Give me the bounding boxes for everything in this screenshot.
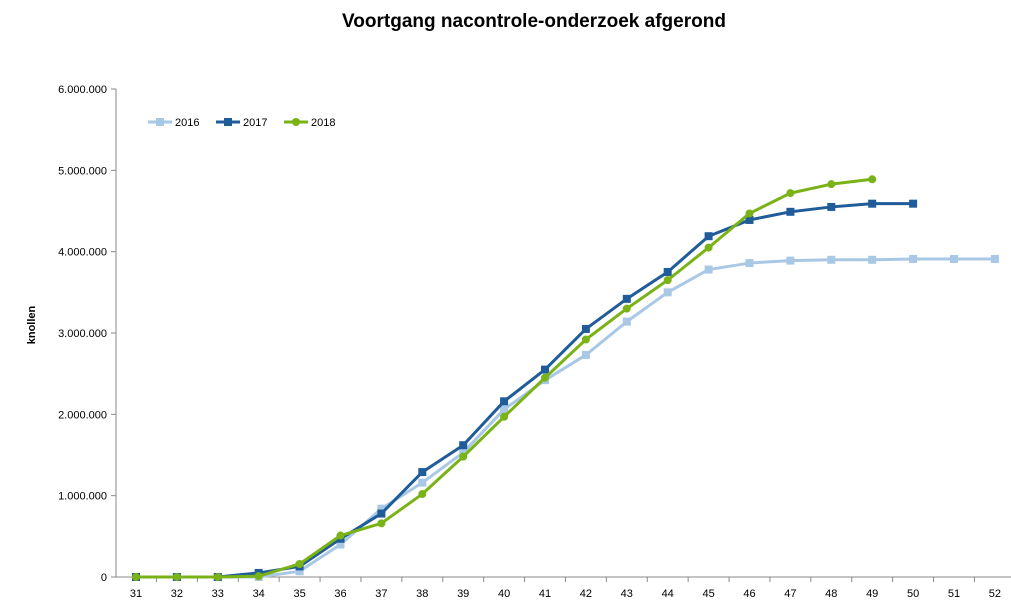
data-point — [500, 397, 509, 406]
x-tick-label: 38 — [416, 588, 428, 600]
x-tick-label: 50 — [907, 588, 919, 600]
x-tick-label: 37 — [375, 588, 387, 600]
data-point — [500, 412, 509, 421]
data-point — [786, 207, 795, 216]
x-tick-label: 46 — [743, 588, 755, 600]
x-tick-label: 39 — [457, 588, 469, 600]
data-point — [868, 199, 877, 208]
data-point — [336, 540, 345, 549]
x-tick-label: 51 — [948, 588, 960, 600]
series-line-2016 — [136, 257, 995, 579]
data-point — [336, 531, 345, 540]
series-line-2018 — [136, 177, 873, 579]
series-2016 — [132, 254, 999, 581]
data-point — [745, 215, 754, 224]
x-tick-label: 42 — [580, 588, 592, 600]
data-point — [990, 254, 999, 263]
data-point — [868, 255, 877, 264]
data-point — [663, 268, 672, 276]
data-point — [295, 559, 304, 568]
y-tick-label: 2.000.000 — [58, 409, 107, 421]
data-point — [500, 405, 509, 414]
y-tick-label: 1.000.000 — [58, 491, 107, 503]
y-tick-label: 3.000.000 — [58, 328, 107, 340]
y-tick-label: 4.000.000 — [58, 247, 107, 259]
data-point — [377, 504, 386, 513]
data-point — [377, 509, 386, 518]
legend-label-2017: 2017 — [243, 117, 267, 129]
y-tick-label: 0 — [101, 572, 107, 584]
data-point — [786, 256, 795, 265]
data-point — [459, 452, 468, 461]
data-point — [950, 254, 958, 263]
data-point — [622, 294, 631, 303]
chart-title: Voortgang nacontrole-onderzoek afgerond — [342, 11, 726, 32]
x-tick-label: 44 — [662, 588, 674, 600]
legend-marker — [292, 118, 300, 126]
data-point — [418, 478, 427, 487]
series-line-2017 — [136, 202, 914, 579]
data-point — [786, 189, 795, 198]
series-2018 — [132, 175, 877, 581]
x-tick-label: 52 — [989, 588, 1001, 600]
x-tick-label: 49 — [866, 588, 878, 600]
data-point — [745, 209, 754, 218]
data-point — [704, 243, 713, 252]
y-tick-label: 5.000.000 — [58, 165, 107, 177]
legend-marker — [224, 118, 232, 126]
data-point — [377, 519, 386, 528]
x-tick-label: 47 — [784, 588, 796, 600]
y-tick-label: 6.000.000 — [58, 84, 107, 96]
x-tick-label: 41 — [539, 588, 551, 600]
data-point — [827, 255, 836, 264]
data-point — [581, 324, 590, 333]
data-point — [663, 288, 672, 297]
x-tick-label: 36 — [334, 588, 346, 600]
data-point — [254, 572, 263, 581]
x-tick-label: 34 — [253, 588, 265, 600]
legend-label-2018: 2018 — [311, 117, 335, 129]
data-point — [622, 317, 631, 326]
data-point — [213, 573, 222, 581]
series-2017 — [132, 199, 918, 581]
data-point — [295, 567, 304, 576]
data-point — [459, 448, 468, 457]
data-point — [541, 365, 549, 374]
data-point — [909, 199, 918, 208]
legend-marker — [156, 118, 164, 126]
data-point — [827, 202, 836, 211]
data-point — [132, 573, 140, 581]
data-point — [745, 259, 754, 268]
data-point — [172, 573, 181, 581]
x-tick-label: 35 — [293, 588, 305, 600]
x-ticks: 31 32 33 34 35 36 37 38 39 40 41 42 43 44 45 46 47 48 49 50… — [130, 577, 1001, 600]
data-point — [541, 373, 549, 382]
legend: 2016 2017 2018 — [148, 117, 335, 129]
x-tick-label: 40 — [498, 588, 510, 600]
data-point — [581, 335, 590, 344]
data-point — [581, 350, 590, 359]
x-tick-label: 45 — [702, 588, 714, 600]
data-point — [418, 490, 427, 499]
x-tick-label: 33 — [212, 588, 224, 600]
data-point — [868, 175, 877, 184]
data-point — [909, 254, 918, 263]
x-tick-label: 43 — [621, 588, 633, 600]
data-point — [459, 441, 468, 450]
data-point — [622, 304, 631, 313]
x-tick-label: 48 — [825, 588, 837, 600]
legend-label-2016: 2016 — [175, 117, 199, 129]
y-ticks: 0 1.000.000 2.000.000 3.000.000 4.000.000 5.0… — [58, 84, 116, 584]
data-point — [827, 180, 836, 189]
x-tick-label: 31 — [130, 588, 142, 600]
x-tick-label: 32 — [171, 588, 183, 600]
series-group — [132, 175, 999, 581]
data-point — [663, 276, 672, 285]
data-point — [418, 468, 427, 477]
data-point — [704, 265, 713, 274]
y-axis-label: knollen — [26, 305, 38, 344]
data-point — [704, 232, 713, 241]
